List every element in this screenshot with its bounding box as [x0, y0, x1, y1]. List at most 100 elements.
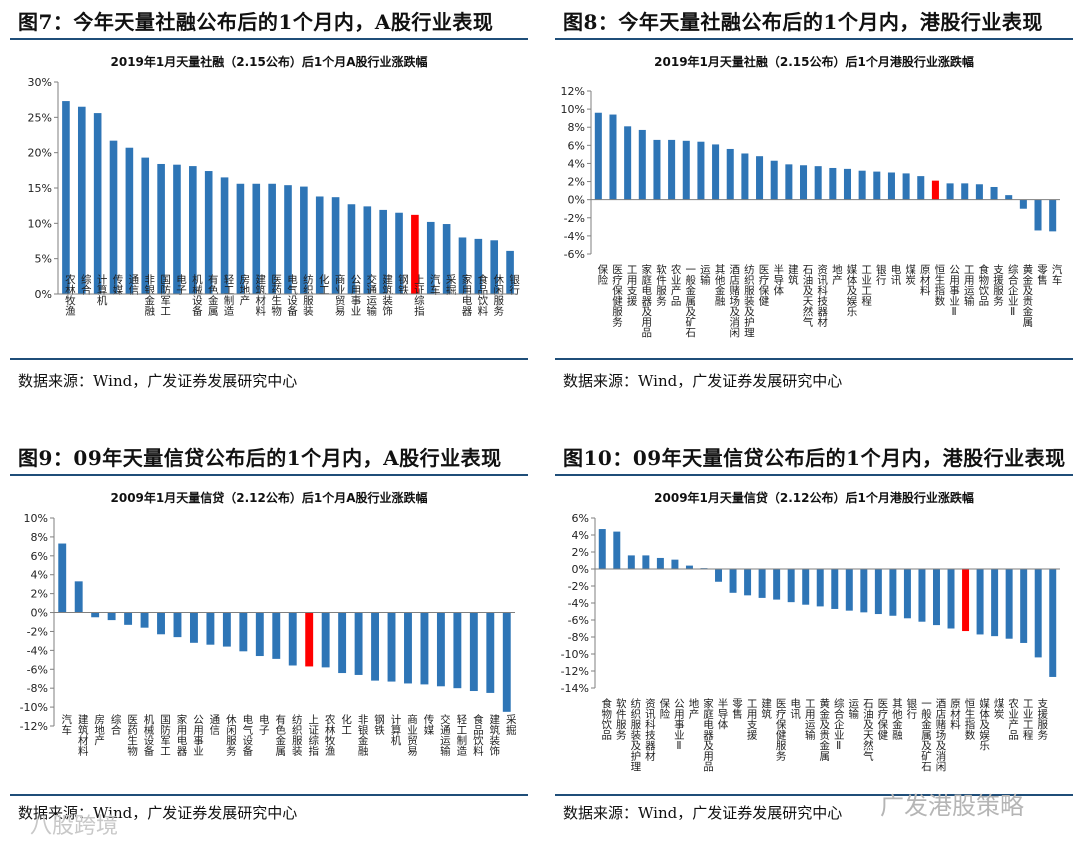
title-rule [10, 38, 528, 40]
panel-fig7: 图7：今年天量社融公布后的1个月内，A股行业表现 2019年1月天量社融（2.1… [10, 0, 528, 400]
x-tick-label: 医疗保健服务 [611, 264, 623, 328]
bar [58, 543, 67, 613]
x-tick-label: 支援服务 [1036, 698, 1048, 741]
x-tick-label: 房地产 [238, 273, 250, 306]
x-tick-label: 煤炭 [904, 263, 916, 286]
x-tick-label: 石油及天然气 [802, 264, 814, 327]
x-tick-label: 综合企业Ⅱ [833, 697, 845, 752]
x-tick-label: 石油及天然气 [862, 698, 874, 761]
bar [62, 101, 70, 294]
bar [474, 238, 483, 294]
bar [656, 557, 664, 569]
x-tick-label: 零售 [1036, 264, 1048, 286]
x-tick-label: 电讯 [789, 697, 801, 720]
x-tick-label: 电讯 [889, 263, 901, 286]
bar [962, 569, 970, 632]
y-tick-label: 10% [561, 103, 585, 116]
bar [93, 113, 102, 295]
y-tick-label: -12% [20, 720, 48, 733]
bar [873, 171, 881, 200]
x-tick-label: 家用电器 [175, 713, 187, 757]
x-tick-label: 房地产 [93, 713, 105, 746]
x-tick-label: 银行 [905, 697, 917, 720]
x-tick-label: 地产 [831, 263, 843, 286]
x-tick-label: 半导体 [772, 263, 784, 296]
x-tick-label: 医药生物 [270, 274, 282, 317]
x-tick-label: 上证综指 [413, 274, 425, 317]
bar [411, 214, 419, 294]
x-tick-label: 钢铁 [397, 273, 409, 296]
x-tick-label: 保险 [658, 697, 670, 720]
x-tick-label: 资讯科技器材 [644, 698, 656, 761]
bar [486, 612, 495, 693]
x-tick-label: 食物饮品 [977, 263, 989, 307]
bar [613, 531, 621, 569]
bar [1019, 199, 1027, 209]
x-tick-label: 电子 [175, 273, 187, 295]
y-tick-label: 8% [31, 531, 48, 544]
y-tick-label: -10% [561, 648, 589, 661]
x-tick-label: 采掘 [505, 714, 517, 736]
bar [77, 106, 86, 294]
x-tick-label: 酒店赌场及消闲 [934, 697, 946, 772]
x-tick-label: 原材料 [949, 698, 961, 730]
bar [490, 240, 499, 294]
bar [288, 612, 297, 666]
bar [918, 569, 926, 622]
x-tick-label: 电气设备 [241, 713, 253, 757]
y-tick-label: 4% [31, 569, 48, 582]
x-tick-label: 汽车 [60, 713, 72, 736]
x-tick-label: 医药生物 [126, 714, 138, 757]
x-tick-label: 工用运输 [804, 698, 816, 741]
data-source: 数据来源：Wind，广发证券发展研究中心 [563, 804, 843, 822]
x-tick-label: 建筑 [760, 697, 772, 719]
x-tick-label: 资讯科技器材 [816, 264, 828, 327]
x-tick-label: 家庭电器及用品 [702, 697, 714, 772]
bar [141, 157, 150, 294]
bar [627, 555, 635, 569]
x-tick-label: 非银金融 [357, 714, 369, 757]
bar [1049, 199, 1057, 232]
bar [858, 170, 866, 200]
x-tick-label: 纺织服装 [302, 273, 314, 317]
x-tick-label: 银行 [508, 273, 520, 296]
y-tick-label: 0% [572, 563, 589, 576]
y-tick-label: 6% [572, 512, 589, 525]
bar [395, 212, 403, 294]
bar [206, 612, 215, 645]
bar [668, 139, 676, 200]
source-rule [10, 794, 528, 796]
x-tick-label: 农林牧渔 [324, 713, 336, 757]
bar [379, 209, 387, 294]
x-tick-label: 农林牧渔 [64, 273, 76, 317]
bar [642, 555, 650, 569]
y-tick-label: -12% [561, 665, 589, 678]
bar [715, 569, 723, 582]
watermark-left: 八股跨境 [30, 814, 119, 839]
y-tick-label: 2% [572, 546, 589, 559]
data-source: 数据来源：Wind，广发证券发展研究中心 [18, 804, 298, 822]
bar [831, 569, 839, 609]
y-tick-label: 6% [568, 139, 585, 152]
bar [756, 156, 764, 200]
x-tick-label: 非银金融 [143, 274, 155, 317]
x-tick-label: 纺织服装 [291, 713, 303, 757]
bar [1049, 569, 1057, 677]
x-tick-label: 商业贸易 [406, 713, 418, 757]
bar [469, 612, 478, 692]
x-tick-label: 家用电器 [460, 273, 472, 317]
bar [157, 612, 165, 635]
y-tick-label: 25% [28, 111, 52, 124]
x-tick-label: 传媒 [112, 274, 124, 296]
bar [321, 612, 330, 668]
title-rule [555, 38, 1073, 40]
bar [125, 147, 134, 294]
bar [726, 148, 734, 200]
x-tick-label: 媒体及娱乐 [845, 263, 857, 316]
bar-chart-fig10: 2009年1月天量信贷（2.12公布）后1个月港股行业涨跌幅 -14% -12% -1… [561, 490, 1060, 772]
x-tick-label: 国防军工 [159, 714, 171, 756]
y-tick-label: -2% [564, 212, 585, 225]
y-tick-label: 30% [28, 76, 52, 89]
bar [931, 180, 939, 200]
bar [189, 166, 197, 294]
